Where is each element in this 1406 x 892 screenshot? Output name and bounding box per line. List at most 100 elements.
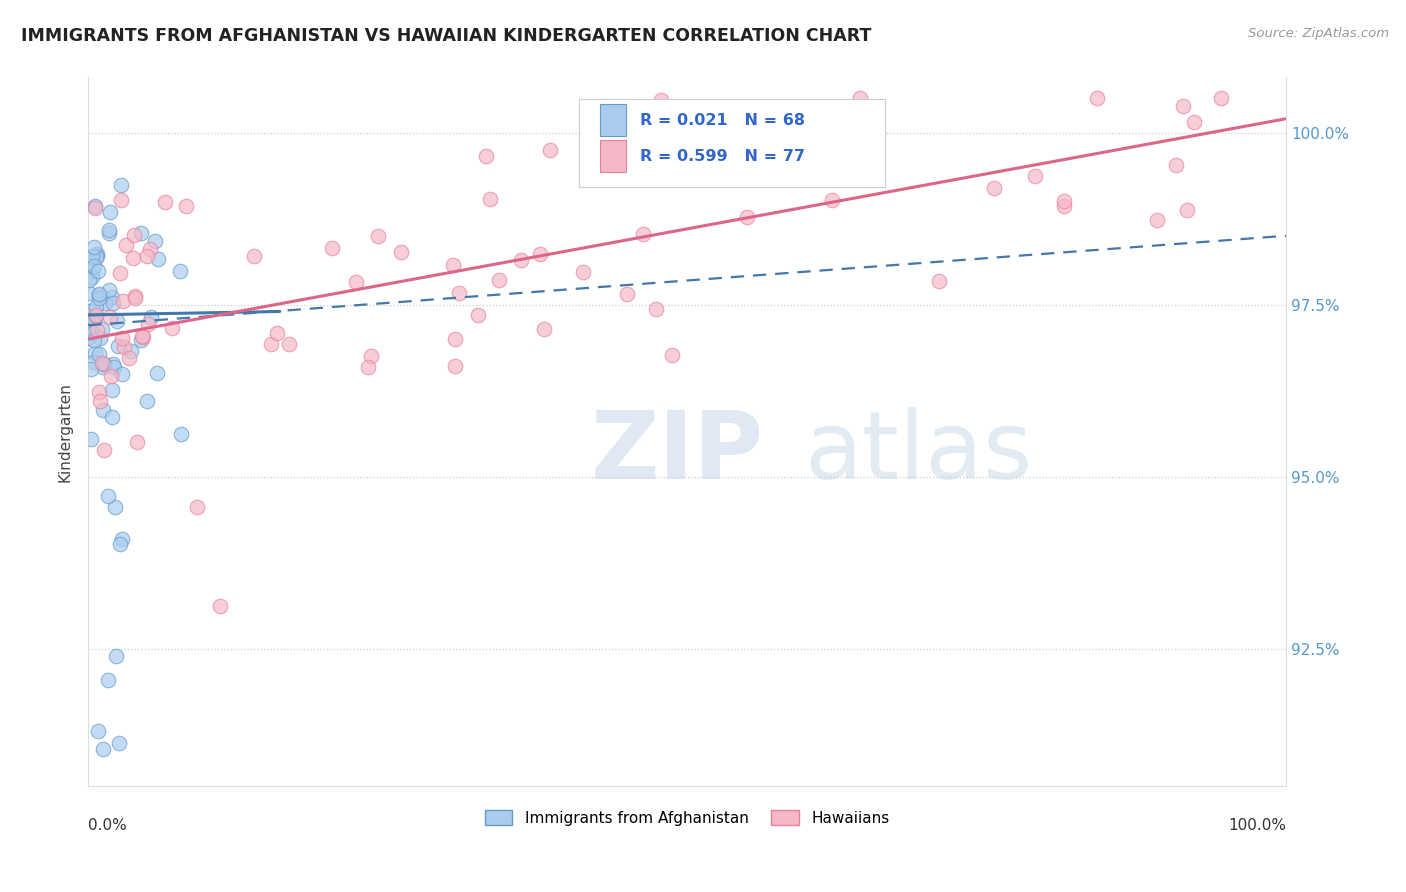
Point	[1211, 91, 1233, 105]
Point	[105, 314, 128, 328]
Point	[84, 309, 107, 323]
Point	[357, 359, 380, 374]
Point	[118, 351, 141, 366]
Point	[136, 317, 159, 331]
Point	[735, 210, 758, 224]
Point	[87, 288, 110, 302]
Point	[124, 291, 146, 305]
Point	[443, 332, 465, 346]
Point	[441, 258, 464, 272]
Point	[87, 724, 110, 739]
Point	[112, 340, 135, 354]
Point	[80, 269, 103, 284]
Point	[91, 356, 114, 370]
Point	[389, 245, 412, 260]
Point	[83, 346, 105, 360]
Point	[129, 333, 152, 347]
Point	[108, 266, 131, 280]
Point	[122, 228, 145, 243]
Point	[669, 168, 692, 182]
Point	[488, 272, 510, 286]
Point	[101, 410, 124, 425]
Point	[79, 304, 101, 318]
Point	[127, 435, 149, 450]
Point	[831, 168, 853, 182]
Point	[266, 326, 288, 341]
Point	[122, 251, 145, 265]
Point	[93, 742, 115, 756]
Point	[77, 286, 100, 301]
Point	[89, 347, 111, 361]
Point	[79, 325, 101, 339]
Text: R = 0.021   N = 68: R = 0.021 N = 68	[640, 113, 806, 128]
Point	[1085, 91, 1108, 105]
Point	[1024, 169, 1046, 183]
Y-axis label: Kindergarten: Kindergarten	[58, 382, 72, 482]
Point	[98, 283, 121, 297]
Point	[174, 199, 197, 213]
Point	[86, 263, 108, 277]
Point	[103, 357, 125, 371]
Point	[136, 393, 159, 408]
Point	[87, 385, 110, 400]
Point	[139, 310, 162, 324]
Point	[510, 253, 533, 268]
Point	[108, 736, 131, 750]
Point	[260, 337, 283, 351]
Legend: Immigrants from Afghanistan, Hawaiians: Immigrants from Afghanistan, Hawaiians	[478, 805, 896, 832]
Point	[101, 383, 124, 397]
Point	[124, 289, 146, 303]
FancyBboxPatch shape	[599, 140, 626, 172]
Text: atlas: atlas	[804, 408, 1032, 500]
Point	[100, 368, 122, 383]
Point	[91, 322, 114, 336]
Point	[146, 252, 169, 267]
Point	[928, 274, 950, 288]
Point	[344, 275, 367, 289]
Text: Source: ZipAtlas.com: Source: ZipAtlas.com	[1249, 27, 1389, 40]
Point	[120, 343, 142, 358]
Point	[84, 309, 107, 323]
Point	[162, 321, 184, 335]
Point	[86, 300, 108, 314]
Point	[98, 204, 121, 219]
Point	[89, 330, 111, 344]
Point	[1166, 158, 1188, 172]
Point	[108, 537, 131, 551]
Point	[86, 249, 108, 263]
Point	[103, 359, 125, 374]
Point	[242, 249, 264, 263]
Point	[98, 310, 121, 324]
Point	[145, 234, 167, 248]
Point	[86, 323, 108, 337]
Point	[367, 229, 389, 244]
Point	[983, 181, 1005, 195]
Point	[98, 227, 121, 241]
Point	[763, 165, 786, 179]
Point	[529, 247, 551, 261]
Point	[83, 311, 105, 326]
Point	[83, 334, 105, 348]
Point	[84, 199, 107, 213]
Point	[135, 248, 157, 262]
Point	[169, 263, 191, 277]
Point	[1053, 199, 1076, 213]
Point	[153, 194, 176, 209]
Text: IMMIGRANTS FROM AFGHANISTAN VS HAWAIIAN KINDERGARTEN CORRELATION CHART: IMMIGRANTS FROM AFGHANISTAN VS HAWAIIAN …	[21, 27, 872, 45]
Point	[91, 360, 114, 375]
Point	[107, 339, 129, 353]
Point	[105, 649, 128, 664]
Point	[101, 290, 124, 304]
Point	[83, 355, 105, 369]
Point	[91, 403, 114, 417]
Point	[1146, 213, 1168, 227]
Point	[93, 442, 115, 457]
FancyBboxPatch shape	[599, 104, 626, 136]
Point	[170, 427, 193, 442]
Point	[80, 361, 103, 376]
Point	[139, 242, 162, 256]
Point	[111, 294, 134, 309]
Point	[84, 251, 107, 265]
Point	[478, 192, 501, 206]
Point	[87, 292, 110, 306]
